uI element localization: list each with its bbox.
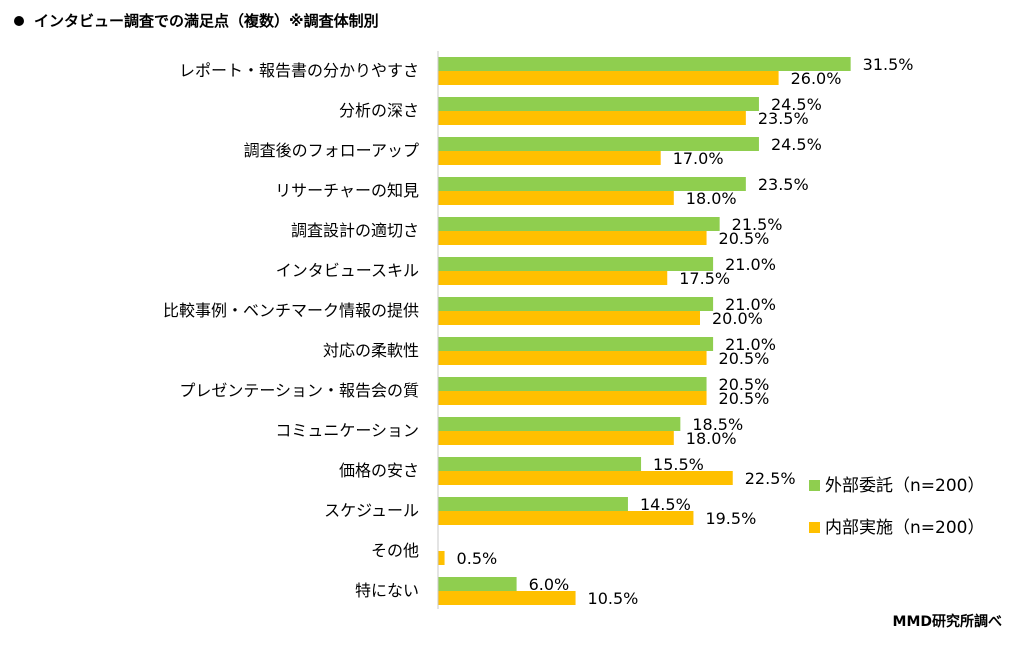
bar-internal	[438, 591, 576, 605]
bar-external	[438, 57, 851, 71]
bar-external	[438, 497, 628, 511]
bar-internal	[438, 391, 707, 405]
data-label: 6.0%	[529, 575, 570, 594]
bar-internal	[438, 551, 445, 565]
data-label: 24.5%	[771, 95, 822, 114]
data-label: 15.5%	[653, 455, 704, 474]
category-label: 分析の深さ	[339, 101, 419, 120]
legend-label: 外部委託（n=200）	[825, 476, 984, 496]
data-label: 22.5%	[745, 469, 796, 488]
data-label: 21.5%	[732, 215, 783, 234]
bar-internal	[438, 351, 707, 365]
bar-external	[438, 177, 746, 191]
category-label: インタビュースキル	[276, 261, 419, 280]
category-label: 価格の安さ	[339, 461, 419, 480]
data-label: 23.5%	[758, 175, 809, 194]
bar-internal	[438, 471, 733, 485]
bar-internal	[438, 151, 661, 165]
bar-external	[438, 97, 759, 111]
category-label: 比較事例・ベンチマーク情報の提供	[163, 301, 419, 320]
data-label: 10.5%	[588, 589, 639, 608]
data-label: 21.0%	[725, 295, 776, 314]
category-label: その他	[371, 541, 419, 560]
bullet-icon	[14, 15, 24, 26]
bar-external	[438, 217, 720, 231]
bar-external	[438, 137, 759, 151]
data-label: 31.5%	[863, 55, 914, 74]
bar-external	[438, 257, 714, 271]
bar-internal	[438, 111, 746, 125]
chart-title: インタビュー調査での満足点（複数）※調査体制別	[34, 12, 379, 30]
bar-internal	[438, 231, 707, 245]
bar-internal	[438, 191, 674, 205]
category-label: リサーチャーの知見	[275, 181, 419, 200]
data-label: 14.5%	[640, 495, 691, 514]
data-label: 26.0%	[791, 69, 842, 88]
bar-internal	[438, 431, 674, 445]
data-label: 19.5%	[705, 509, 756, 528]
category-label: コミュニケーション	[275, 421, 419, 440]
bar-external	[438, 417, 681, 431]
bar-external	[438, 337, 714, 351]
data-label: 18.0%	[686, 429, 737, 448]
bar-external	[438, 377, 707, 391]
source-credit: MMD研究所調べ	[892, 614, 1002, 630]
chart-title-row: インタビュー調査での満足点（複数）※調査体制別	[14, 10, 379, 31]
bar-internal	[438, 311, 700, 325]
bar-external	[438, 457, 642, 471]
bar-internal	[438, 271, 668, 285]
data-label: 20.5%	[719, 389, 770, 408]
category-label: 対応の柔軟性	[323, 341, 419, 360]
data-label: 20.0%	[712, 309, 763, 328]
bar-internal	[438, 71, 779, 85]
category-label: プレゼンテーション・報告会の質	[179, 381, 419, 400]
category-label: 調査後のフォローアップ	[244, 141, 419, 160]
data-label: 17.0%	[673, 149, 724, 168]
bar-external	[438, 577, 517, 591]
category-label: 特にない	[355, 581, 419, 600]
data-label: 18.0%	[686, 189, 737, 208]
category-label: スケジュール	[324, 501, 419, 520]
data-label: 20.5%	[719, 349, 770, 368]
data-label: 18.5%	[692, 415, 743, 434]
data-label: 21.0%	[725, 335, 776, 354]
data-label: 20.5%	[719, 375, 770, 394]
data-label: 17.5%	[679, 269, 730, 288]
legend-swatch-internal	[809, 522, 820, 533]
data-label: 0.5%	[457, 549, 498, 568]
bar-external	[438, 297, 714, 311]
category-label: レポート・報告書の分かりやすさ	[179, 61, 419, 80]
data-label: 20.5%	[719, 229, 770, 248]
data-label: 21.0%	[725, 255, 776, 274]
bar-internal	[438, 511, 694, 525]
legend-swatch-external	[809, 480, 820, 491]
category-label: 調査設計の適切さ	[291, 221, 419, 240]
legend-label: 内部実施（n=200）	[825, 518, 984, 538]
data-label: 24.5%	[771, 135, 822, 154]
data-label: 23.5%	[758, 109, 809, 128]
